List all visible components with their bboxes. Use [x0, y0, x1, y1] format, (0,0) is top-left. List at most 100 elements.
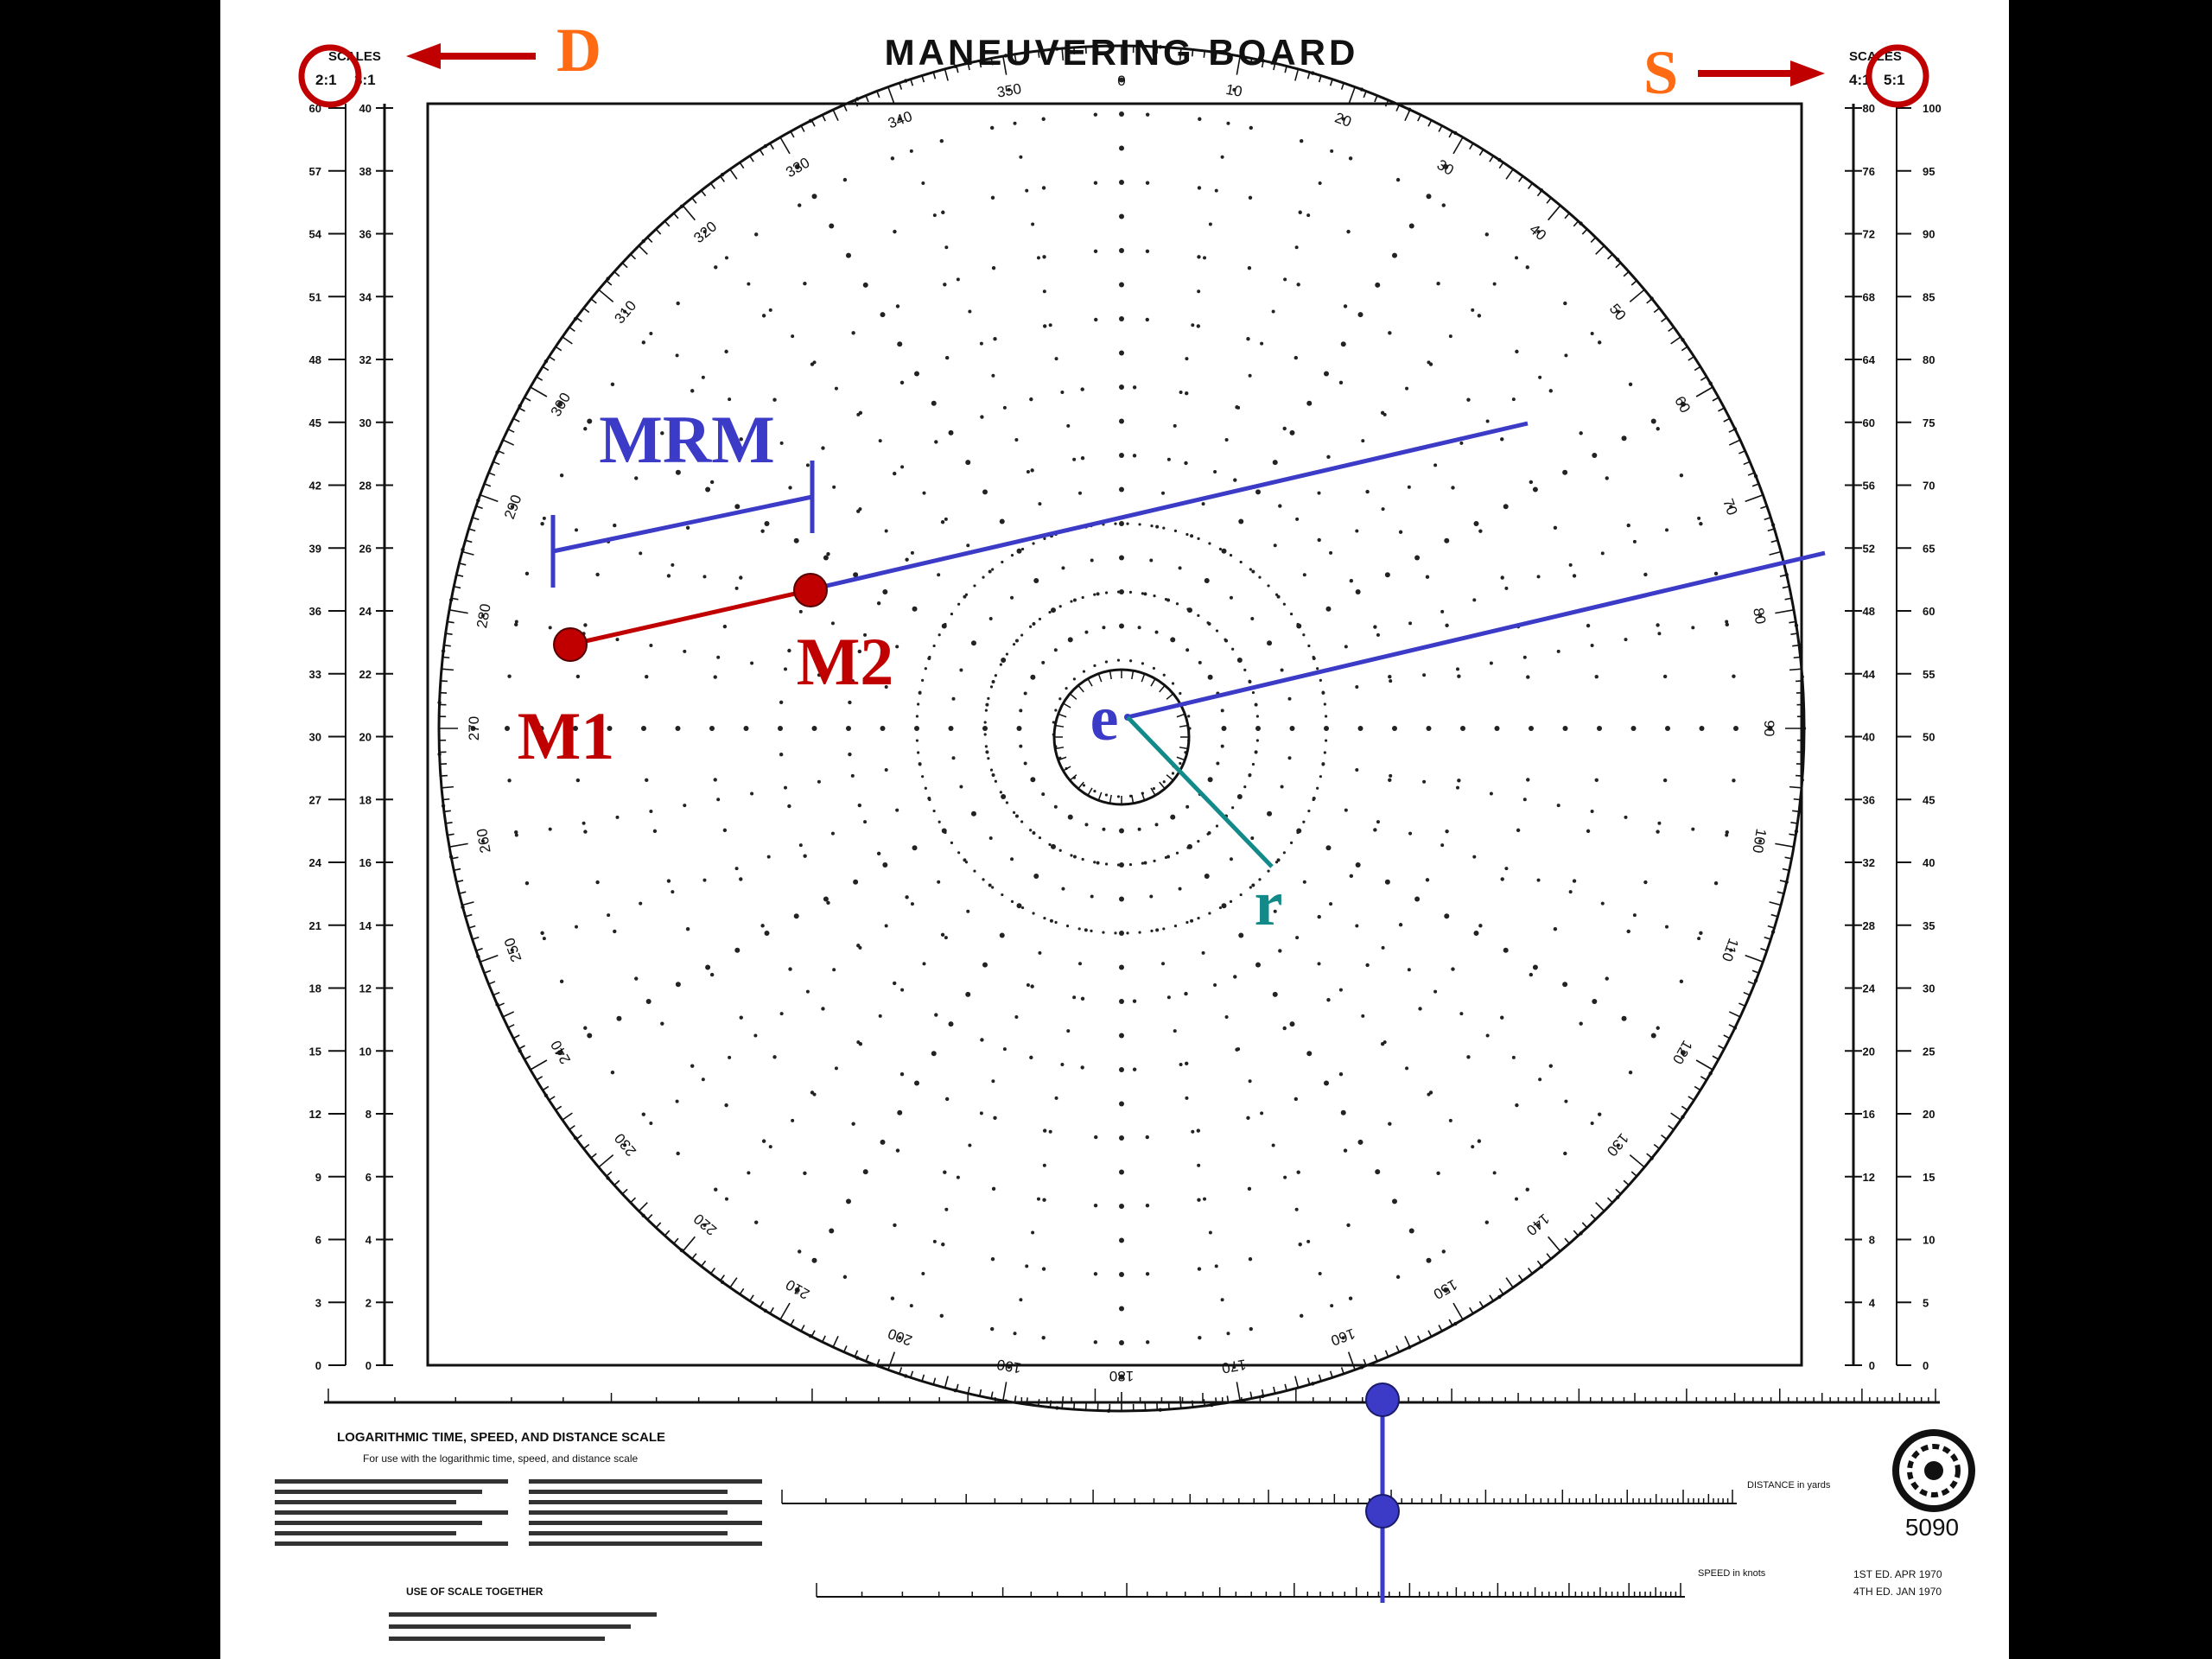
spoke-dot: [1026, 982, 1030, 987]
spoke-dot: [1568, 563, 1573, 567]
degree-tick: [638, 1202, 648, 1212]
spoke-dot: [1355, 589, 1361, 594]
spoke-dot: [991, 679, 995, 683]
range-ring-dot: [982, 575, 985, 579]
spoke-dot: [1529, 726, 1534, 731]
range-ring-dot: [1425, 878, 1430, 882]
range-ring-dot: [1150, 929, 1154, 933]
spoke-dot: [1616, 309, 1620, 314]
degree-tick: [461, 550, 474, 556]
degree-tick: [575, 1134, 582, 1141]
degree-tick: [876, 1358, 880, 1366]
degree-tick: [1581, 228, 1588, 235]
spoke-dot: [1208, 1230, 1212, 1235]
range-ring-dot: [957, 602, 961, 606]
spoke-dot: [1289, 726, 1295, 731]
scale-value: 85: [1923, 290, 1935, 303]
spoke-dot: [1119, 1204, 1124, 1209]
range-ring-dot: [991, 886, 995, 889]
degree-tick: [562, 1112, 573, 1121]
fine-print-line: [529, 1510, 728, 1515]
spoke-dot: [1119, 213, 1124, 219]
degree-tick: [1728, 428, 1736, 433]
degree-tick: [1681, 346, 1688, 352]
range-ring-dot: [1395, 1274, 1401, 1280]
range-ring-dot: [1093, 181, 1098, 185]
range-ring-dot: [713, 778, 717, 782]
spoke-dot: [1119, 453, 1124, 458]
range-ring-dot: [1116, 658, 1121, 662]
degree-tick: [524, 1055, 531, 1060]
range-ring-dot: [1239, 893, 1243, 897]
range-ring-dot: [1267, 584, 1270, 588]
degree-tick: [967, 63, 970, 71]
range-ring-dot: [1093, 593, 1096, 596]
spoke-dot: [1355, 862, 1361, 868]
s-label: S: [1643, 38, 1678, 107]
degree-tick: [472, 517, 480, 521]
spoke-dot: [988, 883, 992, 887]
inner-ring-tick: [1159, 781, 1166, 790]
spoke-dot: [1590, 810, 1594, 814]
spoke-dot: [1077, 962, 1082, 966]
range-ring-dot: [1484, 1220, 1489, 1224]
spoke-dot: [914, 1080, 919, 1086]
scale-value: 15: [309, 1045, 321, 1058]
degree-tick: [524, 397, 531, 402]
range-ring-dot: [645, 675, 649, 679]
spoke-dot: [1312, 656, 1316, 660]
range-ring-dot: [1425, 575, 1430, 579]
range-ring-dot: [1005, 801, 1009, 804]
range-ring-dot: [1628, 1070, 1633, 1075]
spoke-dot: [1119, 77, 1124, 83]
degree-tick: [1417, 114, 1422, 122]
scale-value: 18: [309, 982, 321, 995]
spoke-dot: [510, 505, 514, 509]
board-paper: [220, 0, 2009, 1659]
spoke-dot: [1178, 887, 1182, 891]
range-ring-dot: [1365, 963, 1370, 968]
spoke-dot: [1119, 1272, 1124, 1277]
range-ring-dot: [1307, 809, 1311, 813]
scale-value: 68: [1863, 290, 1875, 303]
range-ring-dot: [1338, 1072, 1344, 1077]
degree-tick: [442, 656, 450, 659]
spoke-dot: [1556, 804, 1560, 808]
degree-tick: [664, 1230, 671, 1236]
spoke-dot: [1166, 457, 1171, 461]
spoke-dot: [968, 1143, 972, 1147]
degree-tick: [512, 417, 520, 423]
spoke-dot: [1221, 903, 1227, 909]
spoke-dot: [1137, 626, 1141, 630]
range-ring-dot: [1054, 709, 1058, 712]
range-ring-dot: [1145, 1203, 1150, 1208]
spoke-dot: [862, 282, 868, 288]
range-ring-dot: [1605, 476, 1609, 480]
range-ring-dot: [944, 1096, 950, 1102]
range-ring-dot: [1643, 572, 1648, 577]
spoke-dot: [1600, 901, 1605, 906]
range-ring-dot: [583, 830, 588, 834]
spoke-dot: [1255, 489, 1261, 495]
spoke-dot: [1236, 1047, 1241, 1052]
spoke-dot: [1033, 577, 1039, 583]
spoke-dot: [941, 623, 947, 629]
range-ring-dot: [1233, 975, 1237, 979]
spoke-dot: [1224, 639, 1229, 643]
degree-tick: [682, 205, 696, 221]
spoke-dot: [1036, 256, 1040, 260]
scale-value: 12: [309, 1108, 321, 1121]
range-ring-dot: [1152, 786, 1156, 791]
range-ring-dot: [1012, 643, 1016, 646]
spoke-dot: [1026, 470, 1030, 474]
range-ring-dot: [1248, 195, 1253, 200]
spoke-dot: [1538, 375, 1542, 379]
range-ring-dot: [514, 830, 518, 835]
range-ring-dot: [1307, 644, 1311, 648]
range-ring-dot: [1052, 721, 1055, 724]
spoke-dot: [582, 821, 586, 825]
degree-tick: [1615, 262, 1622, 269]
spoke-dot: [1084, 630, 1089, 634]
range-ring-dot: [1597, 1112, 1602, 1116]
spoke-dot: [914, 371, 919, 377]
